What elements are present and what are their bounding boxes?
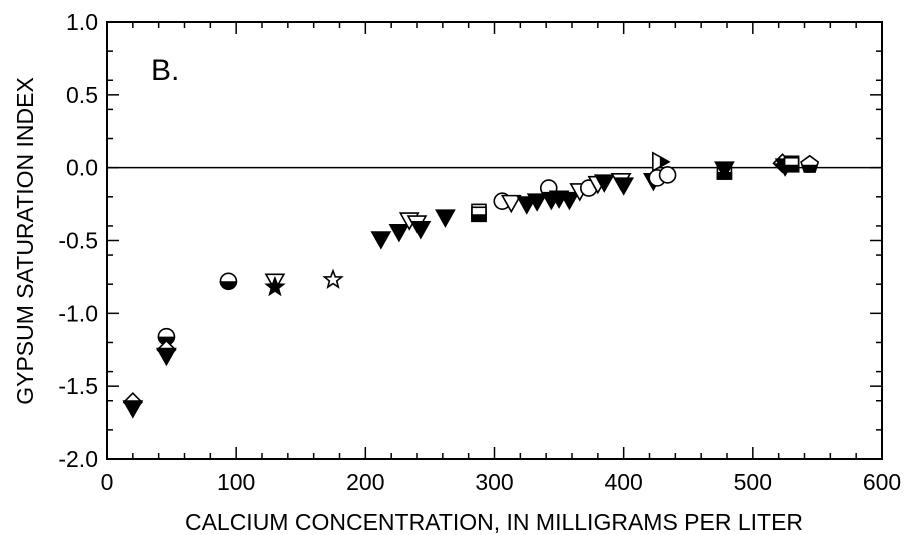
data-point-tri-down-filled — [370, 231, 392, 250]
data-point-tri-down-filled — [526, 193, 548, 212]
data-point-star-filled — [264, 275, 286, 297]
y-tick-label: -2.0 — [58, 446, 98, 472]
x-tick-label: 200 — [346, 469, 384, 495]
x-tick-label: 100 — [217, 469, 255, 495]
x-tick-label: 0 — [101, 469, 114, 495]
y-tick-label: 0.5 — [66, 82, 98, 108]
y-tick-label: -1.5 — [58, 373, 98, 399]
axis-ticks: 0 100 200 300 400 500 600 1.0 0.5 0.0 -0.5 -1.0 -1.5… — [58, 9, 901, 495]
x-tick-label: 400 — [604, 469, 642, 495]
data-point-tri-down-filled — [410, 221, 432, 240]
y-tick-label: 1.0 — [66, 9, 98, 35]
data-point-tri-down-filled — [613, 177, 635, 196]
y-tick-label: 0.0 — [66, 155, 98, 181]
data-point-tri-down-filled — [435, 209, 456, 228]
panel-label: B. — [151, 54, 179, 87]
plot-frame — [106, 21, 883, 460]
data-point-square-half — [471, 206, 487, 223]
x-tick-label: 300 — [475, 469, 513, 495]
y-axis-title: GYPSUM SATURATION INDEX — [12, 77, 38, 405]
data-point-tri-down-filled — [156, 347, 177, 367]
data-point-tri-down-filled — [593, 174, 615, 193]
data-point-circle-open — [658, 166, 677, 184]
data-points — [122, 151, 820, 419]
data-point-tri-down-filled — [388, 223, 410, 243]
data-point-star-open — [322, 268, 344, 289]
x-tick-label: 600 — [863, 469, 901, 495]
data-point-tri-right-half — [652, 151, 671, 173]
data-point-tri-down-filled — [559, 191, 580, 211]
data-point-tri-down-open — [500, 194, 522, 214]
x-axis-title: CALCIUM CONCENTRATION, IN MILLIGRAMS PER… — [185, 509, 803, 535]
data-point-tri-down-filled — [122, 400, 144, 419]
y-tick-label: -1.0 — [58, 300, 98, 326]
y-tick-label: -0.5 — [58, 228, 98, 254]
data-point-pentagon-half — [800, 154, 820, 173]
data-point-circle-half — [219, 272, 238, 291]
data-point-square-half — [783, 156, 800, 173]
x-tick-label: 500 — [734, 469, 772, 495]
data-point-tri-down-filled — [714, 161, 735, 180]
